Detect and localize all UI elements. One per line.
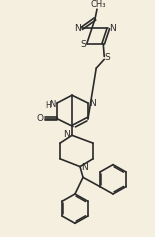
Text: S: S [80, 40, 86, 49]
Text: H: H [45, 100, 51, 109]
Text: N: N [64, 130, 70, 139]
Text: N: N [109, 24, 116, 33]
Text: O: O [36, 114, 44, 123]
Text: S: S [104, 53, 110, 62]
Text: N: N [74, 24, 81, 33]
Text: CH₃: CH₃ [90, 0, 106, 9]
Text: N: N [49, 100, 55, 109]
Text: N: N [82, 163, 88, 172]
Text: N: N [89, 99, 95, 108]
